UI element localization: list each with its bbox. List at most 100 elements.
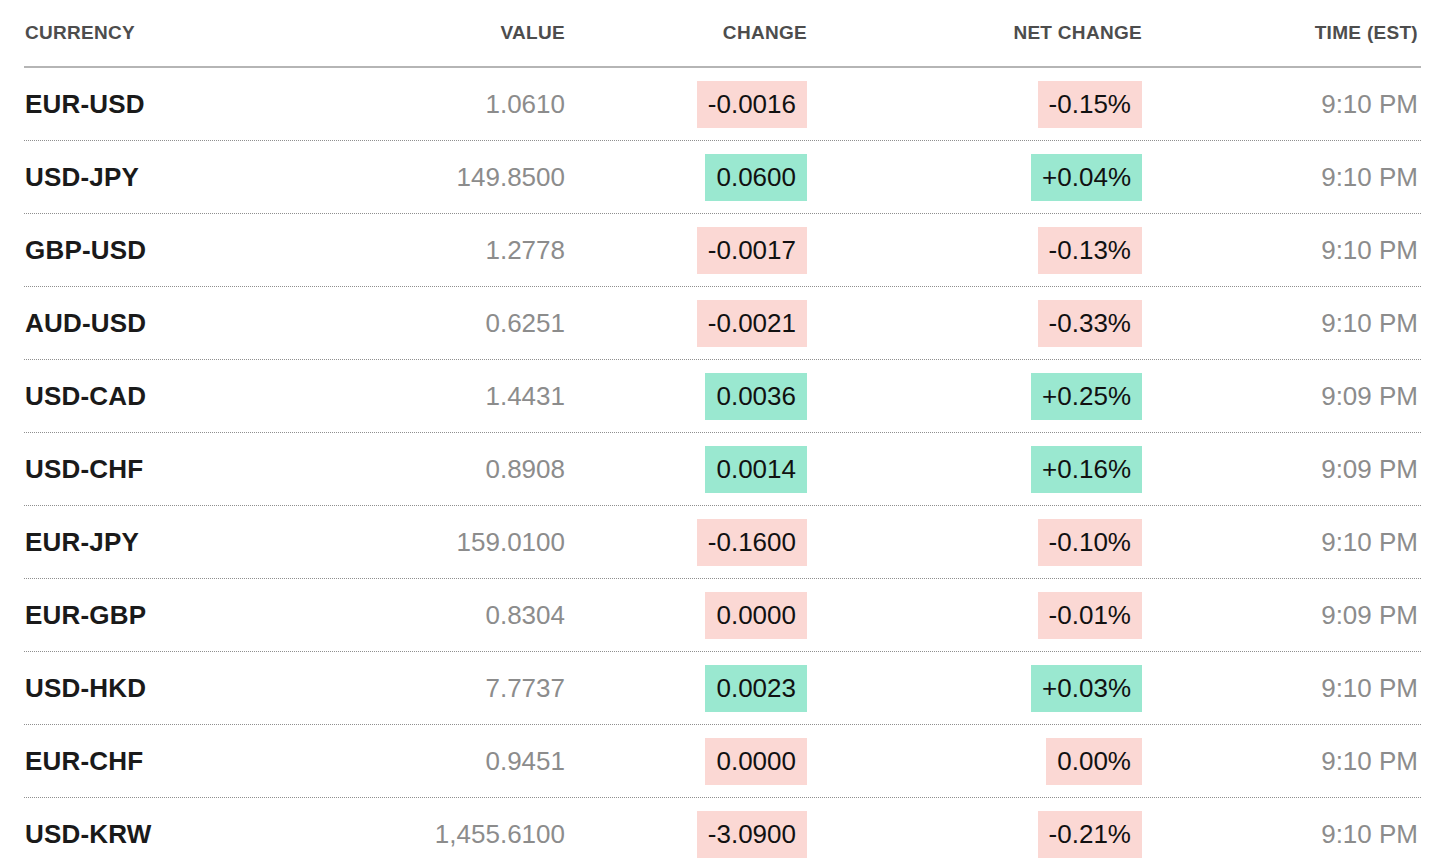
currency-pair-link[interactable]: EUR-CHF (25, 746, 143, 776)
net-change-cell: +0.16% (807, 446, 1142, 493)
currency-rates-table: CURRENCY VALUE CHANGE NET CHANGE TIME (E… (0, 0, 1442, 867)
change-chip: -0.0021 (697, 300, 807, 347)
table-row: AUD-USD 0.6251 -0.0021 -0.33% 9:10 PM (0, 287, 1442, 359)
net-change-cell: -0.01% (807, 592, 1142, 639)
currency-pair-link[interactable]: USD-KRW (25, 819, 152, 849)
currency-pair-link[interactable]: USD-CHF (25, 454, 143, 484)
net-change-chip: -0.10% (1038, 519, 1142, 566)
column-header-time: TIME (EST) (1142, 22, 1442, 44)
time-cell: 9:10 PM (1142, 746, 1442, 777)
net-change-chip: -0.15% (1038, 81, 1142, 128)
time-cell: 9:09 PM (1142, 381, 1442, 412)
change-chip: 0.0014 (705, 446, 807, 493)
header-row: CURRENCY VALUE CHANGE NET CHANGE TIME (E… (0, 0, 1442, 66)
value-cell: 1.4431 (340, 381, 565, 412)
time-cell: 9:09 PM (1142, 600, 1442, 631)
net-change-cell: -0.21% (807, 811, 1142, 858)
net-change-chip: -0.13% (1038, 227, 1142, 274)
change-chip: -3.0900 (697, 811, 807, 858)
change-cell: -0.1600 (565, 519, 807, 566)
net-change-cell: +0.04% (807, 154, 1142, 201)
table-row: USD-CHF 0.8908 0.0014 +0.16% 9:09 PM (0, 433, 1442, 505)
value-cell: 1,455.6100 (340, 819, 565, 850)
value-cell: 1.0610 (340, 89, 565, 120)
currency-cell[interactable]: USD-JPY (0, 162, 340, 193)
change-cell: 0.0000 (565, 738, 807, 785)
change-chip: -0.0016 (697, 81, 807, 128)
value-cell: 0.6251 (340, 308, 565, 339)
time-cell: 9:10 PM (1142, 308, 1442, 339)
net-change-cell: -0.13% (807, 227, 1142, 274)
currency-cell[interactable]: AUD-USD (0, 308, 340, 339)
table-body: EUR-USD 1.0610 -0.0016 -0.15% 9:10 PM US… (0, 68, 1442, 867)
value-cell: 149.8500 (340, 162, 565, 193)
currency-cell[interactable]: EUR-GBP (0, 600, 340, 631)
currency-cell[interactable]: USD-CHF (0, 454, 340, 485)
net-change-chip: -0.21% (1038, 811, 1142, 858)
table-row: GBP-USD 1.2778 -0.0017 -0.13% 9:10 PM (0, 214, 1442, 286)
change-cell: 0.0023 (565, 665, 807, 712)
table-row: EUR-CHF 0.9451 0.0000 0.00% 9:10 PM (0, 725, 1442, 797)
time-cell: 9:10 PM (1142, 162, 1442, 193)
change-chip: 0.0000 (705, 592, 807, 639)
currency-pair-link[interactable]: GBP-USD (25, 235, 146, 265)
table-row: USD-CAD 1.4431 0.0036 +0.25% 9:09 PM (0, 360, 1442, 432)
currency-cell[interactable]: USD-CAD (0, 381, 340, 412)
currency-cell[interactable]: EUR-CHF (0, 746, 340, 777)
currency-cell[interactable]: USD-KRW (0, 819, 340, 850)
change-chip: 0.0023 (705, 665, 807, 712)
time-cell: 9:10 PM (1142, 89, 1442, 120)
currency-pair-link[interactable]: EUR-GBP (25, 600, 146, 630)
value-cell: 7.7737 (340, 673, 565, 704)
change-cell: 0.0036 (565, 373, 807, 420)
net-change-cell: +0.03% (807, 665, 1142, 712)
change-chip: -0.0017 (697, 227, 807, 274)
currency-pair-link[interactable]: EUR-USD (25, 89, 145, 119)
time-cell: 9:09 PM (1142, 454, 1442, 485)
net-change-chip: 0.00% (1046, 738, 1142, 785)
currency-pair-link[interactable]: AUD-USD (25, 308, 146, 338)
currency-pair-link[interactable]: EUR-JPY (25, 527, 139, 557)
table-row: EUR-GBP 0.8304 0.0000 -0.01% 9:09 PM (0, 579, 1442, 651)
net-change-cell: +0.25% (807, 373, 1142, 420)
change-cell: -0.0017 (565, 227, 807, 274)
value-cell: 159.0100 (340, 527, 565, 558)
change-cell: 0.0014 (565, 446, 807, 493)
change-chip: 0.0000 (705, 738, 807, 785)
net-change-chip: +0.04% (1031, 154, 1142, 201)
currency-pair-link[interactable]: USD-HKD (25, 673, 146, 703)
time-cell: 9:10 PM (1142, 235, 1442, 266)
change-cell: -0.0021 (565, 300, 807, 347)
net-change-chip: +0.25% (1031, 373, 1142, 420)
change-cell: -0.0016 (565, 81, 807, 128)
value-cell: 1.2778 (340, 235, 565, 266)
currency-cell[interactable]: EUR-USD (0, 89, 340, 120)
currency-cell[interactable]: EUR-JPY (0, 527, 340, 558)
net-change-chip: -0.01% (1038, 592, 1142, 639)
net-change-cell: 0.00% (807, 738, 1142, 785)
value-cell: 0.9451 (340, 746, 565, 777)
change-chip: 0.0600 (705, 154, 807, 201)
column-header-currency: CURRENCY (0, 22, 340, 44)
net-change-chip: +0.16% (1031, 446, 1142, 493)
column-header-change: CHANGE (565, 22, 807, 44)
table-row: EUR-USD 1.0610 -0.0016 -0.15% 9:10 PM (0, 68, 1442, 140)
change-cell: -3.0900 (565, 811, 807, 858)
net-change-cell: -0.10% (807, 519, 1142, 566)
value-cell: 0.8304 (340, 600, 565, 631)
table-row: USD-HKD 7.7737 0.0023 +0.03% 9:10 PM (0, 652, 1442, 724)
table-row: USD-JPY 149.8500 0.0600 +0.04% 9:10 PM (0, 141, 1442, 213)
time-cell: 9:10 PM (1142, 819, 1442, 850)
column-header-net-change: NET CHANGE (807, 22, 1142, 44)
currency-pair-link[interactable]: USD-JPY (25, 162, 139, 192)
net-change-chip: +0.03% (1031, 665, 1142, 712)
net-change-chip: -0.33% (1038, 300, 1142, 347)
currency-cell[interactable]: GBP-USD (0, 235, 340, 266)
value-cell: 0.8908 (340, 454, 565, 485)
time-cell: 9:10 PM (1142, 527, 1442, 558)
currency-pair-link[interactable]: USD-CAD (25, 381, 146, 411)
currency-cell[interactable]: USD-HKD (0, 673, 340, 704)
net-change-cell: -0.15% (807, 81, 1142, 128)
column-header-value: VALUE (340, 22, 565, 44)
change-chip: 0.0036 (705, 373, 807, 420)
